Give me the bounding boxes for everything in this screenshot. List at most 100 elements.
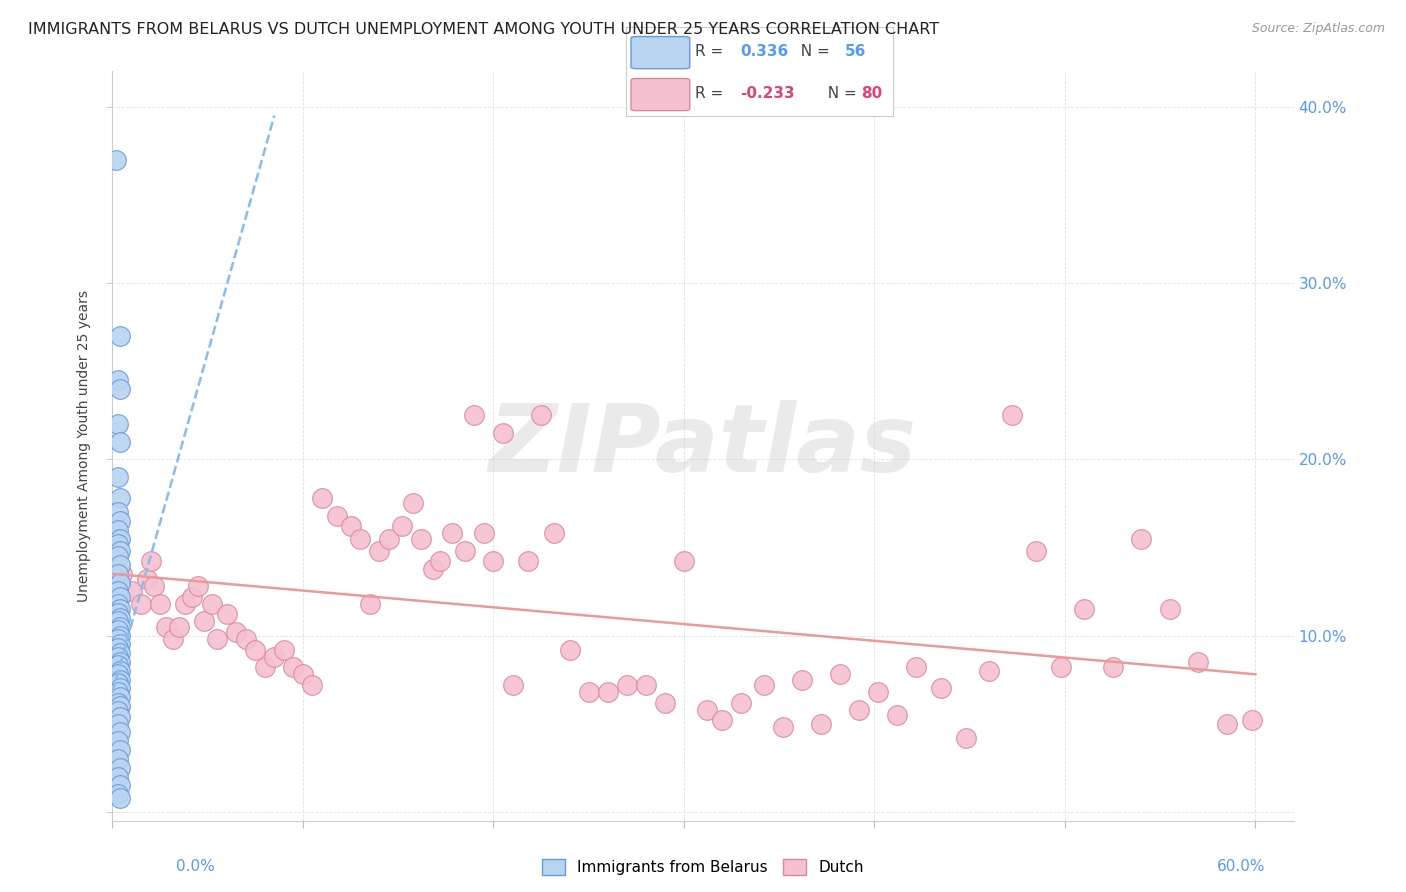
Point <box>311 491 333 505</box>
Point <box>108 725 131 739</box>
Point <box>135 572 157 586</box>
Point <box>253 660 276 674</box>
Point <box>1159 602 1181 616</box>
Point <box>108 673 131 687</box>
Point <box>1130 532 1153 546</box>
Point <box>108 611 131 625</box>
Point <box>235 632 257 646</box>
Point <box>502 678 524 692</box>
Point <box>492 425 515 440</box>
Point <box>578 685 600 699</box>
Text: 60.0%: 60.0% <box>1218 859 1265 874</box>
Point <box>283 660 305 674</box>
Point <box>108 699 131 714</box>
Point <box>193 615 215 629</box>
Point <box>107 685 129 699</box>
Point <box>107 615 129 629</box>
Point <box>107 649 129 664</box>
Point <box>616 678 638 692</box>
Point <box>107 658 129 673</box>
Point <box>108 646 131 660</box>
Point <box>107 632 129 646</box>
Point <box>121 584 143 599</box>
Point <box>543 526 565 541</box>
Point <box>167 620 190 634</box>
Point <box>187 579 209 593</box>
Point <box>108 655 131 669</box>
Point <box>108 491 131 505</box>
Point <box>107 676 129 690</box>
Point <box>155 620 177 634</box>
Point <box>810 716 832 731</box>
Point <box>429 554 451 568</box>
Point <box>107 566 129 581</box>
Point <box>730 696 752 710</box>
Point <box>752 678 775 692</box>
Text: 0.336: 0.336 <box>741 45 789 59</box>
Point <box>409 532 432 546</box>
Point <box>454 544 477 558</box>
Point <box>955 731 977 745</box>
Point <box>215 607 238 622</box>
Text: R =: R = <box>695 45 733 59</box>
Point <box>905 660 928 674</box>
Point <box>339 519 361 533</box>
Point <box>108 590 131 604</box>
Point <box>207 632 229 646</box>
Point <box>107 787 129 801</box>
Point <box>1050 660 1073 674</box>
Point <box>108 761 131 775</box>
Point <box>672 554 695 568</box>
Point <box>129 597 152 611</box>
Point <box>107 373 129 387</box>
Point <box>1240 713 1263 727</box>
Text: Source: ZipAtlas.com: Source: ZipAtlas.com <box>1251 22 1385 36</box>
Point <box>107 597 129 611</box>
Point <box>377 532 399 546</box>
Point <box>359 597 381 611</box>
Point <box>596 685 619 699</box>
Point <box>368 544 391 558</box>
Legend: Immigrants from Belarus, Dutch: Immigrants from Belarus, Dutch <box>536 854 870 881</box>
Point <box>463 408 485 422</box>
Point <box>107 734 129 748</box>
Point <box>558 642 581 657</box>
Text: IMMIGRANTS FROM BELARUS VS DUTCH UNEMPLOYMENT AMONG YOUTH UNDER 25 YEARS CORRELA: IMMIGRANTS FROM BELARUS VS DUTCH UNEMPLO… <box>28 22 939 37</box>
Point <box>108 628 131 642</box>
Text: 0.0%: 0.0% <box>176 859 215 874</box>
Point <box>107 696 129 710</box>
Point <box>107 704 129 718</box>
Point <box>868 685 890 699</box>
Point <box>929 681 952 696</box>
Point <box>143 579 166 593</box>
Point <box>149 597 172 611</box>
Point <box>108 575 131 590</box>
Point <box>107 667 129 681</box>
Point <box>977 664 1000 678</box>
Point <box>107 770 129 784</box>
Point <box>830 667 852 681</box>
Point <box>107 470 129 484</box>
Point <box>108 681 131 696</box>
Point <box>107 716 129 731</box>
Point <box>162 632 184 646</box>
Point <box>108 558 131 572</box>
Point <box>886 707 908 722</box>
Y-axis label: Unemployment Among Youth under 25 years: Unemployment Among Youth under 25 years <box>77 290 91 602</box>
Point <box>108 620 131 634</box>
Point <box>516 554 538 568</box>
Point <box>111 566 134 581</box>
Point <box>245 642 267 657</box>
Text: -0.233: -0.233 <box>741 87 796 101</box>
Point <box>772 720 794 734</box>
Point <box>273 642 295 657</box>
Point <box>173 597 195 611</box>
Point <box>108 743 131 757</box>
Point <box>108 532 131 546</box>
Point <box>291 667 314 681</box>
Point <box>181 590 204 604</box>
Point <box>108 328 131 343</box>
Point <box>225 625 247 640</box>
Point <box>107 417 129 431</box>
Point <box>108 778 131 792</box>
